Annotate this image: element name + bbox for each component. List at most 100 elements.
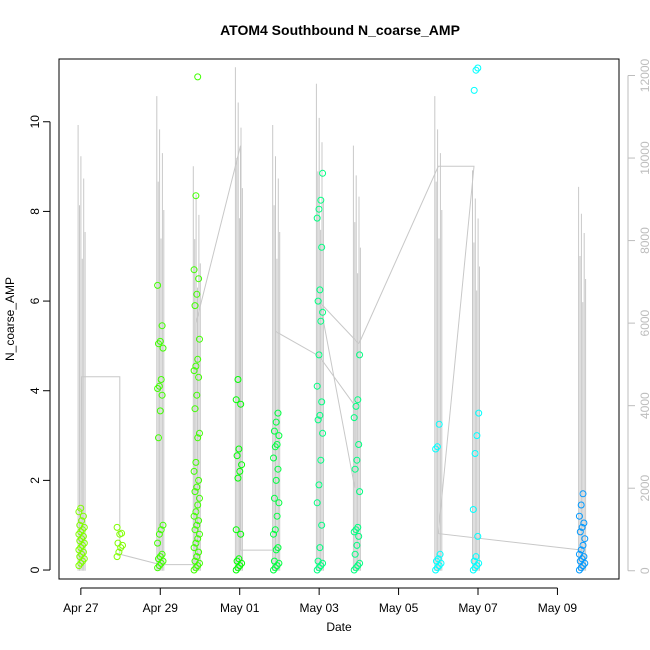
data-point — [235, 445, 243, 453]
data-point — [76, 537, 84, 545]
data-point — [196, 494, 203, 502]
data-point — [157, 526, 165, 534]
data-point — [154, 539, 162, 547]
data-point — [157, 376, 165, 383]
data-point — [195, 373, 203, 381]
data-point — [155, 562, 163, 570]
data-point — [195, 517, 203, 525]
data-point — [77, 544, 85, 552]
data-point — [234, 474, 242, 482]
y2-axis: 0 2000 4000 6000 8000 10000 12000 — [627, 59, 650, 574]
data-point — [272, 476, 280, 484]
trace-burst — [578, 186, 587, 571]
data-point — [274, 409, 282, 417]
data-point — [472, 553, 480, 561]
data-point — [234, 564, 242, 572]
data-point — [155, 382, 163, 390]
data-point — [353, 541, 361, 549]
data-point — [470, 557, 478, 565]
data-point — [313, 214, 321, 222]
x-tick-label: May 07 — [458, 601, 498, 615]
data-point — [158, 550, 166, 558]
data-point — [156, 337, 164, 345]
data-point — [354, 396, 362, 404]
x-tick-label: Apr 27 — [63, 601, 99, 615]
data-point — [232, 526, 240, 534]
trace-burst — [272, 125, 281, 571]
series-may-02 — [270, 409, 283, 574]
x-axis: Apr 27 Apr 29 May 01 May 03 May 05 May 07 May … — [63, 587, 578, 615]
data-point — [436, 550, 444, 558]
data-point — [192, 192, 200, 200]
data-point — [118, 529, 126, 537]
x-tick-label: May 01 — [220, 601, 260, 615]
data-point — [472, 66, 480, 74]
data-point — [77, 528, 85, 536]
data-point — [356, 351, 364, 359]
data-point — [435, 420, 443, 428]
data-point — [272, 418, 280, 426]
data-point — [314, 297, 322, 305]
data-point — [352, 526, 360, 534]
x-tick-label: May 09 — [538, 601, 578, 615]
data-point — [235, 555, 243, 563]
data-point — [274, 465, 282, 473]
data-point — [271, 443, 279, 451]
data-point — [475, 409, 483, 417]
y-axis-label: N_coarse_AMP — [3, 277, 17, 361]
data-point — [270, 566, 277, 574]
data-point — [75, 562, 83, 570]
data-point — [351, 550, 359, 558]
data-point — [77, 504, 85, 512]
data-point — [317, 196, 325, 204]
data-point — [350, 528, 358, 536]
data-point — [159, 521, 167, 529]
series-apr-27 — [75, 504, 88, 570]
data-point — [155, 530, 163, 538]
data-point — [354, 562, 362, 570]
data-point — [273, 441, 281, 448]
y-tick-label: 6 — [28, 297, 42, 304]
data-point — [433, 557, 440, 565]
data-point — [156, 553, 164, 561]
series-apr-28 — [113, 523, 126, 561]
data-point — [434, 555, 442, 563]
data-point — [237, 530, 245, 538]
data-point — [190, 566, 198, 574]
trace-line — [80, 145, 583, 566]
data-point — [77, 559, 85, 567]
data-point — [270, 494, 278, 502]
data-point — [576, 557, 584, 565]
data-point — [191, 526, 199, 534]
data-point — [275, 499, 283, 507]
trace-burst — [315, 83, 324, 571]
data-point — [154, 281, 162, 289]
data-point — [193, 483, 201, 491]
data-point — [575, 566, 583, 574]
data-point — [78, 517, 86, 525]
data-point — [233, 557, 241, 565]
data-point — [75, 530, 83, 538]
data-point — [576, 528, 584, 536]
data-point — [270, 557, 278, 565]
y2-tick-label: 10000 — [638, 141, 650, 175]
y-tick-label: 0 — [28, 566, 42, 573]
trace-burst — [352, 145, 361, 571]
data-point — [432, 445, 440, 453]
data-point — [155, 434, 162, 442]
data-point — [355, 532, 363, 540]
data-point — [155, 555, 162, 563]
y-tick-label: 10 — [28, 115, 42, 129]
y2-tick-label: 2000 — [638, 475, 650, 502]
data-point — [115, 548, 123, 556]
data-point — [190, 266, 198, 274]
data-point — [193, 553, 201, 561]
data-point — [193, 391, 201, 399]
data-point — [272, 546, 280, 554]
data-point — [352, 402, 360, 410]
x-tick-label: May 05 — [379, 601, 419, 615]
data-point — [192, 508, 200, 516]
data-point — [113, 523, 121, 531]
x-tick-label: May 03 — [299, 601, 339, 615]
